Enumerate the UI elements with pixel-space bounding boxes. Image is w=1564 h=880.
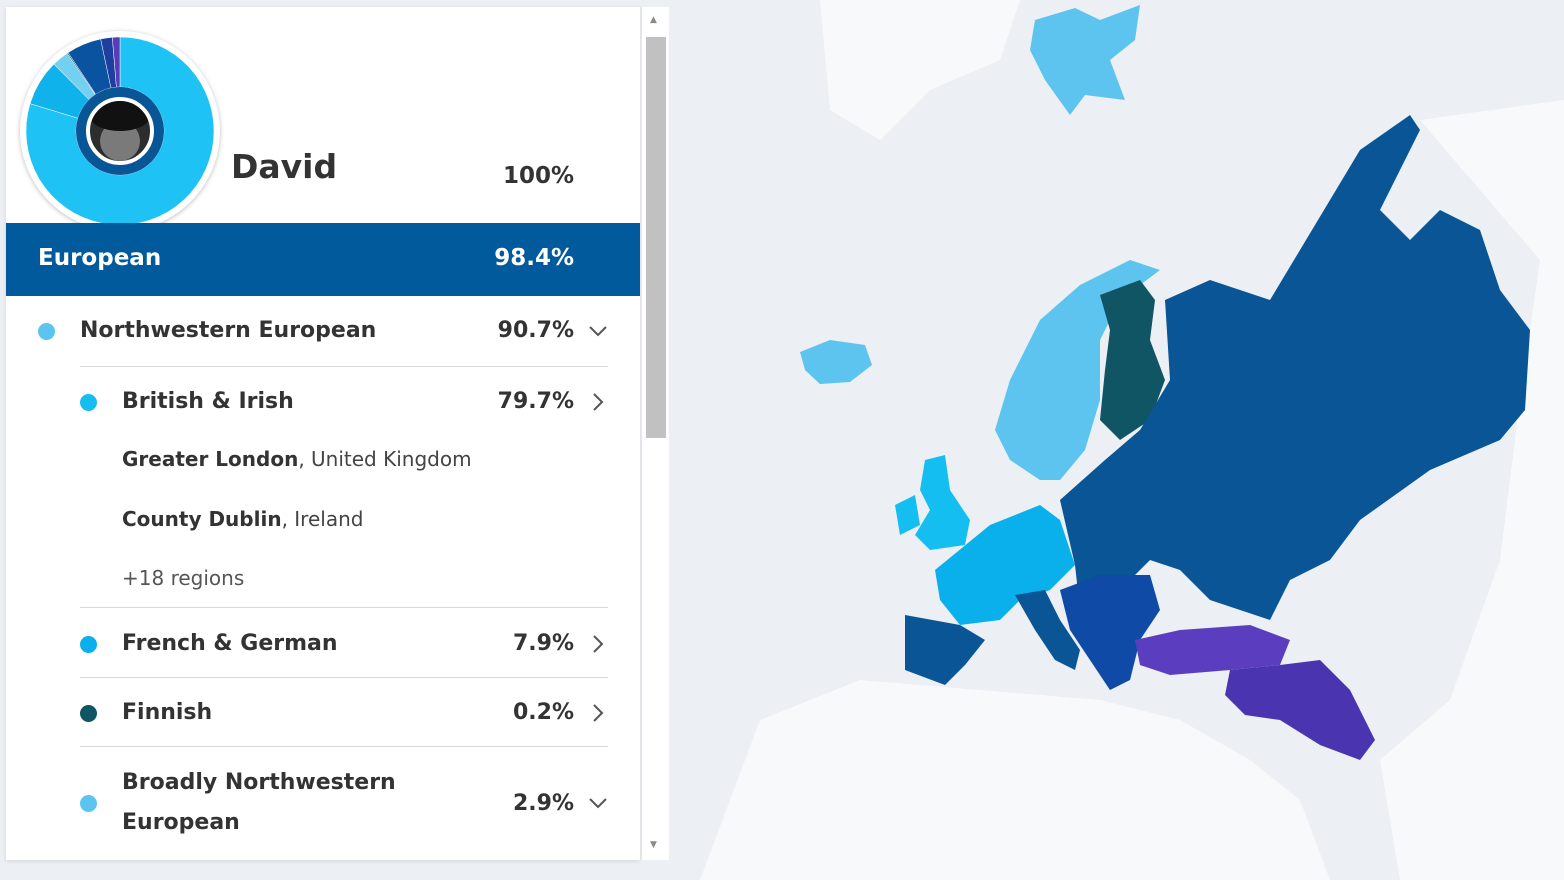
broadly-northwestern-dot [80,795,97,812]
russia-region [1060,115,1530,620]
northwestern-row[interactable]: Northwestern European 90.7% [6,296,640,366]
broadly-northwestern-row[interactable]: Broadly Northwestern European 2.9% [6,747,640,847]
italy-region [1015,590,1080,670]
french-german-label: French & German [122,631,338,656]
middle-east-region [1225,660,1375,760]
scandinavia-region [995,260,1160,480]
separator [80,607,608,608]
european-percent: 98.4% [494,245,574,271]
britain-region [915,455,970,550]
region-country: , United Kingdom [298,447,472,471]
scroll-up-arrow-icon[interactable]: ▲ [650,15,657,25]
avatar [86,97,154,165]
region-name: County Dublin [122,507,282,531]
north-africa-land [700,680,1330,880]
region-country: , Ireland [281,507,364,531]
more-regions-link[interactable]: +18 regions [122,566,245,590]
ireland-region [895,495,920,535]
finland-region [1100,280,1165,440]
svalbard-region [1030,5,1140,115]
iceland-region [800,340,872,384]
british-irish-dot [80,394,97,411]
french-german-dot [80,636,97,653]
arctic-land [820,0,1020,140]
region-item[interactable]: County Dublin, Ireland [122,507,363,531]
finnish-row[interactable]: Finnish 0.2% [6,678,640,746]
asia-land [1380,100,1564,880]
broadly-northwestern-percent: 2.9% [512,791,574,816]
separator [80,366,608,367]
balkans-region [1060,575,1160,690]
scroll-thumb[interactable] [646,37,666,438]
northwestern-label: Northwestern European [80,318,377,343]
iberia-region [905,615,985,685]
finnish-dot [80,705,97,722]
separator [80,677,608,678]
chevron-down-icon [589,798,607,809]
region-name: Greater London [122,447,299,471]
separator [80,746,608,747]
broadly-northwestern-label-line2: European [122,810,240,835]
turkey-region [1135,625,1290,675]
scroll-down-arrow-icon[interactable]: ▼ [650,840,657,850]
finnish-label: Finnish [122,700,213,725]
broadly-northwestern-label-line1: Broadly Northwestern [122,770,396,795]
french-german-percent: 7.9% [512,631,574,656]
northwestern-dot [38,323,55,340]
total-percent: 100% [502,163,574,189]
finnish-percent: 0.2% [512,700,574,725]
european-label: European [38,245,162,271]
british-irish-percent: 79.7% [497,389,574,414]
france-germany-region [935,505,1075,625]
european-header[interactable]: European 98.4% [6,223,640,296]
british-irish-row[interactable]: British & Irish 79.7% [6,367,640,437]
northwestern-percent: 90.7% [497,318,574,343]
profile-name: David [231,147,338,186]
chevron-right-icon [593,704,604,722]
avatar-hair [90,101,150,131]
region-item[interactable]: Greater London, United Kingdom [122,447,472,471]
panel-scrollbar[interactable]: ▲ ▼ [641,7,669,860]
chevron-right-icon [593,635,604,653]
chevron-down-icon [589,326,607,337]
british-irish-label: British & Irish [122,389,294,414]
chevron-right-icon [593,393,604,411]
ethnicity-donut-chart [20,31,220,231]
french-german-row[interactable]: French & German 7.9% [6,608,640,677]
ethnicity-panel: David 100% European 98.4% Northwestern E… [6,7,640,860]
